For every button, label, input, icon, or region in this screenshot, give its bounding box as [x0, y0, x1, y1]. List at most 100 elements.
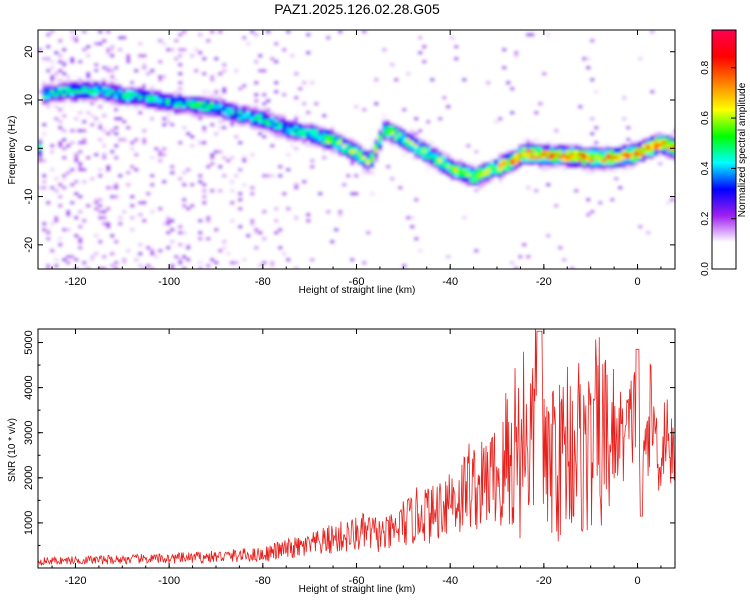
heatmap-cell [210, 105, 215, 109]
heatmap-cell [214, 102, 219, 106]
heatmap-cell [414, 156, 419, 160]
heatmap-cell [634, 135, 639, 139]
heatmap-cell [138, 201, 143, 205]
heatmap-cell [42, 96, 47, 100]
heatmap-cell [162, 93, 167, 97]
heatmap-cell [326, 135, 331, 139]
heatmap-cell [38, 153, 43, 157]
heatmap-cell [218, 105, 223, 109]
heatmap-cell [178, 258, 183, 262]
heatmap-cell [70, 60, 75, 64]
heatmap-cell [474, 249, 479, 253]
heatmap-cell [102, 153, 107, 157]
heatmap-cell [582, 153, 587, 157]
heatmap-cell [298, 132, 303, 136]
heatmap-cell [162, 180, 167, 184]
heatmap-cell [94, 72, 99, 76]
heatmap-cell [166, 93, 171, 97]
heatmap-cell [474, 180, 479, 184]
heatmap-cell [526, 150, 531, 154]
heatmap-cell [634, 159, 639, 163]
heatmap-cell [114, 132, 119, 136]
heatmap-cell [614, 147, 619, 151]
heatmap-cell [330, 156, 335, 160]
heatmap-cell [234, 102, 239, 106]
heatmap-cell [262, 111, 267, 115]
heatmap-cell [542, 72, 547, 76]
heatmap-cell [494, 171, 499, 175]
heatmap-cell [394, 129, 399, 133]
heatmap-cell [118, 90, 123, 94]
heatmap-cell [198, 108, 203, 112]
heatmap-cell [86, 96, 91, 100]
heatmap-cell [62, 99, 67, 103]
heatmap-cell [594, 165, 599, 169]
heatmap-cell [74, 90, 79, 94]
heatmap-cell [258, 54, 263, 58]
heatmap-cell [554, 162, 559, 166]
heatmap-cell [362, 165, 367, 169]
heatmap-cell [366, 171, 371, 175]
heatmap-cell [590, 141, 595, 145]
heatmap-cell [430, 144, 435, 148]
heatmap-cell [50, 144, 55, 148]
heatmap-cell [306, 132, 311, 136]
heatmap-cell [510, 162, 515, 166]
heatmap-cell [590, 156, 595, 160]
heatmap-cell [526, 147, 531, 151]
heatmap-cell [126, 90, 131, 94]
heatmap-cell [414, 135, 419, 139]
heatmap-cell [54, 219, 59, 223]
heatmap-cell [406, 147, 411, 151]
heatmap-cell [202, 105, 207, 109]
heatmap-cell [158, 153, 163, 157]
heatmap-cell [458, 183, 463, 187]
heatmap-cell [170, 219, 175, 223]
heatmap-cell [210, 99, 215, 103]
heatmap-cell [362, 150, 367, 154]
heatmap-cell [254, 228, 259, 232]
heatmap-cell [98, 138, 103, 142]
heatmap-cell [142, 138, 147, 142]
heatmap-cell [302, 81, 307, 85]
heatmap-cell [354, 192, 359, 196]
heatmap-cell [242, 183, 247, 187]
heatmap-cell [298, 114, 303, 118]
heatmap-cell [38, 90, 43, 94]
heatmap-cell [590, 168, 595, 172]
heatmap-cell [94, 102, 99, 106]
heatmap-cell [566, 153, 571, 157]
heatmap-cell [482, 162, 487, 166]
heatmap-cell [50, 102, 55, 106]
heatmap-cell [138, 213, 143, 217]
heatmap-cell [574, 147, 579, 151]
heatmap-cell [58, 96, 63, 100]
heatmap-cell [74, 78, 79, 82]
heatmap-cell [254, 132, 259, 136]
heatmap-cell [374, 141, 379, 145]
heatmap-cell [538, 156, 543, 160]
heatmap-cell [322, 129, 327, 133]
heatmap-cell [538, 153, 543, 157]
heatmap-cell [358, 171, 363, 175]
heatmap-cell [230, 120, 235, 124]
heatmap-cell [174, 93, 179, 97]
heatmap-cell [274, 117, 279, 121]
heatmap-cell [342, 183, 347, 187]
heatmap-cell [122, 96, 127, 100]
heatmap-cell [114, 117, 119, 121]
heatmap-cell [182, 231, 187, 235]
heatmap-cell [222, 108, 227, 112]
heatmap-cell [174, 90, 179, 94]
heatmap-cell [74, 180, 79, 184]
heatmap-cell [282, 192, 287, 196]
snr-x-tick-label: -100 [158, 575, 180, 587]
heatmap-cell [306, 33, 311, 37]
heatmap-cell [558, 165, 563, 169]
heatmap-cell [382, 135, 387, 139]
heatmap-cell [670, 198, 675, 202]
heatmap-cell [546, 165, 551, 169]
heatmap-cell [122, 120, 127, 124]
heatmap-cell [166, 114, 171, 118]
heatmap-cell [562, 147, 567, 151]
